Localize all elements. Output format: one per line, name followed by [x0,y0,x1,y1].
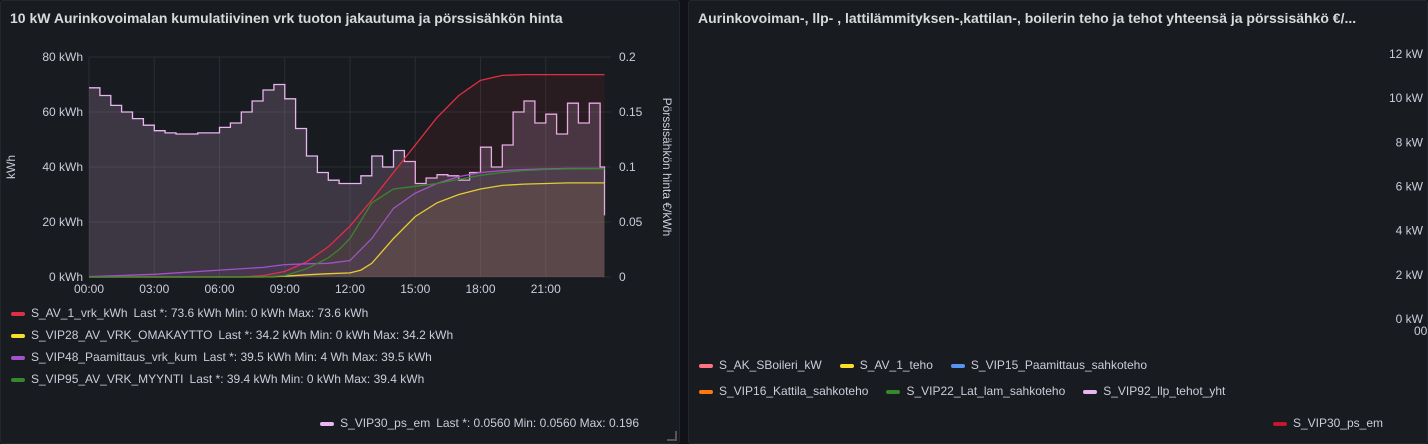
y-tick-label: 0 kW [1396,312,1424,326]
y2-tick-label: 0.15 [619,105,643,119]
series-area [89,182,605,277]
legend-item[interactable]: S_VIP30_ps_em Last *: 0.0560 Min: 0.0560 … [320,416,639,430]
legend-right: S_VIP30_ps_em [1272,416,1401,430]
y-tick-label: 12 kW [1389,47,1424,61]
legend-stats: Last *: 73.6 kWh Min: 0 kWh Max: 73.6 kW… [133,306,369,320]
y2-tick-label: 0 [619,270,626,284]
legend-name: S_VIP48_Paamittaus_vrk_kum [31,350,198,364]
legend-swatch [11,333,25,338]
y-tick-label: 6 kW [1396,180,1424,194]
legend-stats: Last *: 39.4 kWh Min: 0 kWh Max: 39.4 kW… [189,372,425,386]
legend-item[interactable]: S_VIP28_AV_VRK_OMAKAYTTO Last *: 34.2 kWh… [11,328,453,342]
legend-swatch [320,421,335,426]
legend-name: S_VIP95_AV_VRK_MYYNTI [31,372,184,386]
legend-stats: Last *: 0.0560 Min: 0.0560 Max: 0.196 [436,416,639,430]
y-axis-label: kWh [4,155,18,179]
x-tick-label: 18:00 [465,282,495,296]
x-tick-label: 15:00 [400,282,430,296]
y-tick-label: 80 kWh [42,50,83,64]
legend-swatch [886,389,901,394]
legend-name: S_AV_1_vrk_kWh [31,306,128,320]
legend-item[interactable]: S_VIP16_Kattila_sahkoteho [699,378,868,404]
series-area [89,168,605,277]
y-tick-label: 40 kWh [42,160,83,174]
x-tick-label: 21:00 [531,282,561,296]
series-area [89,84,605,277]
y-tick-label: 2 kW [1396,268,1424,282]
legend-item[interactable]: S_VIP92_llp_tehot_yht [1083,378,1225,404]
series-area [89,74,605,277]
y-tick-label: 10 kW [1389,91,1424,105]
y-tick-label: 20 kWh [42,215,83,229]
legend-swatch [839,363,854,368]
x-tick-label: 12:00 [335,282,365,296]
legend-item[interactable]: S_VIP48_Paamittaus_vrk_kum Last *: 39.5 k… [11,350,453,364]
y2-tick-label: 0.2 [619,50,636,64]
legend-swatch [1272,421,1287,426]
y2-tick-label: 0.1 [619,160,636,174]
legend-item[interactable]: S_AV_1_vrk_kWh Last *: 73.6 kWh Min: 0 kW… [11,306,453,320]
y2-tick-label: 0.05 [619,215,643,229]
legend-stats: Last *: 34.2 kWh Min: 0 kWh Max: 34.2 kW… [218,328,454,342]
legend-name: S_VIP30_ps_em [340,416,431,430]
power-panel: Aurinkovoiman-, llp- , lattilämmityksen-… [688,0,1428,444]
legend-right: S_VIP30_ps_em Last *: 0.0560 Min: 0.0560 … [320,416,657,430]
y-tick-label: 0 kWh [49,270,83,284]
panel-title: Aurinkovoiman-, llp- , lattilämmityksen-… [698,10,1357,26]
legend-stats: Last *: 39.5 kWh Min: 4 Wh Max: 39.5 kWh [203,350,432,364]
legend-name: S_AK_SBoileri_kW [719,358,822,372]
legend-name: S_VIP22_Lat_lam_sahkoteho [906,384,1066,398]
legend-name: S_VIP16_Kattila_sahkoteho [719,384,869,398]
x-tick-label: 03:00 [139,282,169,296]
resize-handle[interactable] [667,431,677,441]
legend-name: S_VIP28_AV_VRK_OMAKAYTTO [31,328,213,342]
y2-axis-label: Pörssisähkön hinta €/kWh [660,98,674,237]
legend-name: S_VIP92_llp_tehot_yht [1103,384,1226,398]
series-area [89,168,605,277]
legend-swatch [11,355,25,360]
series-line [89,168,605,278]
series-line [89,73,605,278]
legend-swatch [11,377,25,382]
panel-title: 10 kW Aurinkovoimalan kumulatiivinen vrk… [10,10,563,26]
legend-item[interactable]: S_AK_SBoileri_kW [699,352,822,378]
series-line [88,167,605,278]
legend-name: S_VIP30_ps_em [1292,416,1383,430]
x-tick-label: 06:00 [204,282,234,296]
series-line [89,83,606,216]
legend: S_AK_SBoileri_kW S_AV_1_teho S_VIP15_Paami… [699,352,1339,404]
legend-item[interactable]: S_VIP22_Lat_lam_sahkoteho [886,378,1065,404]
x-tick-label: 00:00 [74,282,104,296]
legend-swatch [699,389,713,394]
legend-name: S_VIP15_Paamittaus_sahkoteho [970,358,1148,372]
legend-name: S_AV_1_teho [859,358,933,372]
series-line [89,182,605,278]
legend-swatch [950,363,965,368]
x-tick-label: 00:00 [1414,324,1428,338]
cumulative-production-panel: 10 kW Aurinkovoimalan kumulatiivinen vrk… [0,0,680,444]
legend-item[interactable]: S_VIP30_ps_em [1272,416,1383,430]
legend-swatch [11,311,25,316]
y-tick-label: 60 kWh [42,105,83,119]
y-tick-label: 8 kW [1396,135,1424,149]
legend-item[interactable]: S_VIP95_AV_VRK_MYYNTI Last *: 39.4 kWh Mi… [11,372,453,386]
legend-item[interactable]: S_AV_1_teho [839,352,933,378]
cumulative-chart: 0 kWh 20 kWh 40 kWh 60 kWh 80 kWh 0 0.05 0.1 0.1… [4,50,674,296]
legend-item[interactable]: S_VIP15_Paamittaus_sahkoteho [950,352,1148,378]
y-tick-label: 4 kW [1396,224,1424,238]
legend: S_AV_1_vrk_kWh Last *: 73.6 kWh Min: 0 kW… [11,306,453,394]
x-tick-label: 09:00 [270,282,300,296]
legend-swatch [1083,389,1098,394]
legend-swatch [699,363,713,368]
